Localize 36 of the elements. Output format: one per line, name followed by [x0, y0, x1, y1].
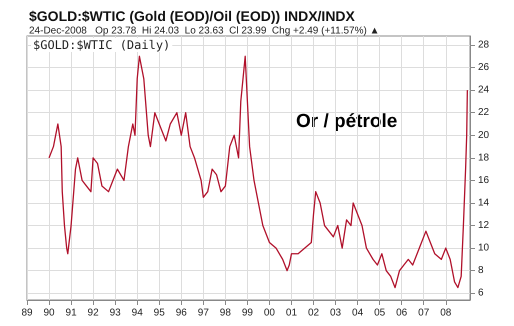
chart-subtitle: 24-Dec-2008 Op 23.78 Hi 24.03 Lo 23.63 Cl 23.99 Chg +2.49 (+11.57%) ▲ [29, 26, 380, 36]
x-tick-label: 91 [66, 308, 78, 318]
x-tick-label: 01 [286, 308, 298, 318]
y-tick-label: 12 [478, 220, 490, 232]
y-tick-label: 6 [478, 288, 484, 299]
x-tick-label: 06 [396, 308, 408, 318]
x-tick-label: 95 [154, 308, 166, 318]
x-tick-label: 02 [308, 308, 320, 318]
x-tick-label: 94 [132, 308, 144, 318]
annotation: $GOLD:$WTIC (Daily) [33, 38, 170, 52]
x-tick-label: 04 [352, 308, 364, 318]
line-series [48, 56, 468, 288]
x-tick-label: 96 [176, 308, 188, 318]
x-tick-label: 89 [21, 308, 33, 318]
y-tick-label: 8 [478, 265, 484, 276]
y-tick-label: 14 [478, 197, 490, 208]
x-tick-label: 92 [88, 308, 100, 318]
y-tick-label: 28 [478, 40, 490, 51]
y-tick-label: 10 [478, 242, 490, 254]
y-tick-label: 16 [478, 174, 490, 186]
y-tick-label: 22 [478, 107, 490, 118]
x-tick-label: 99 [242, 308, 254, 318]
x-tick-label: 08 [440, 308, 452, 318]
y-tick-label: 20 [478, 130, 490, 141]
x-tick-label: 03 [330, 308, 342, 318]
y-tick-label: 26 [478, 62, 490, 74]
x-tick-label: 98 [220, 308, 232, 318]
y-tick-label: 18 [478, 152, 490, 164]
chart-title: $GOLD:$WTIC (Gold (EOD)/Oil (EOD)) INDX/INDX [29, 8, 356, 24]
x-tick-label: 97 [198, 308, 210, 318]
x-tick-label: 93 [110, 308, 122, 318]
x-tick-label: 07 [418, 308, 430, 318]
x-tick-label: 00 [264, 308, 276, 318]
x-tick-label: 05 [374, 308, 386, 318]
y-tick-label: 24 [478, 84, 490, 96]
x-tick-label: 90 [43, 308, 56, 318]
